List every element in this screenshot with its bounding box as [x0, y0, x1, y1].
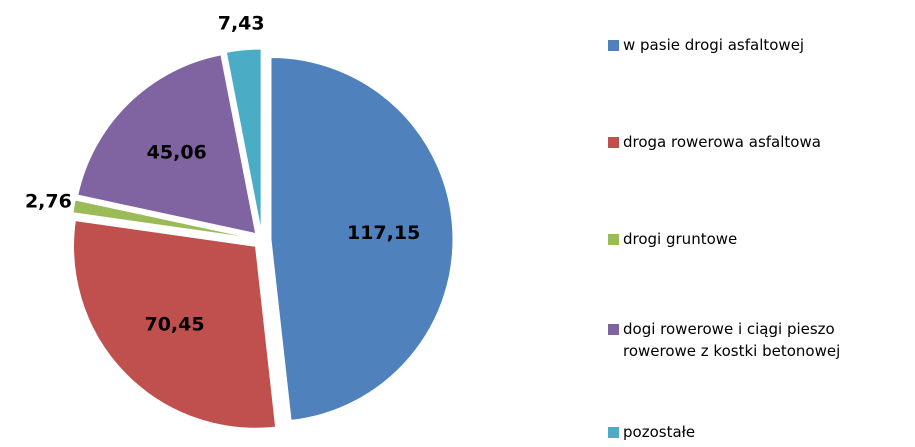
pie-slice — [77, 54, 257, 235]
legend-swatch — [608, 427, 619, 438]
data-label: 117,15 — [347, 222, 420, 244]
pie-slice — [73, 220, 277, 429]
data-label: 70,45 — [144, 313, 204, 335]
legend: w pasie drogi asfaltowej droga rowerowa a… — [608, 0, 908, 447]
pie-slice — [72, 199, 254, 239]
legend-label: w pasie drogi asfaltowej — [623, 36, 805, 54]
pie-slice — [270, 57, 454, 421]
legend-label: drogi gruntowe — [623, 230, 738, 248]
data-label: 2,76 — [25, 190, 72, 212]
legend-label: droga rowerowa asfaltowa — [623, 133, 821, 151]
legend-swatch — [608, 324, 619, 335]
data-label: 7,43 — [218, 13, 265, 35]
legend-label: pozostałe — [623, 423, 696, 441]
legend-swatch — [608, 234, 619, 245]
legend-label: dogi rowerowe i ciągi pieszo rowerowe z … — [623, 320, 841, 360]
pie-area: 117,15 70,45 2,76 45,06 7,43 — [25, 13, 454, 429]
pie-slice — [225, 48, 262, 232]
legend-item: w pasie drogi asfaltowej — [608, 34, 908, 56]
data-label: 45,06 — [147, 141, 207, 163]
legend-item: drogi gruntowe — [608, 228, 908, 250]
legend-swatch — [608, 40, 619, 51]
legend-swatch — [608, 137, 619, 148]
legend-item: pozostałe — [608, 421, 908, 443]
legend-item: droga rowerowa asfaltowa — [608, 131, 908, 153]
legend-item: dogi rowerowe i ciągi pieszo rowerowe z … — [608, 318, 908, 362]
